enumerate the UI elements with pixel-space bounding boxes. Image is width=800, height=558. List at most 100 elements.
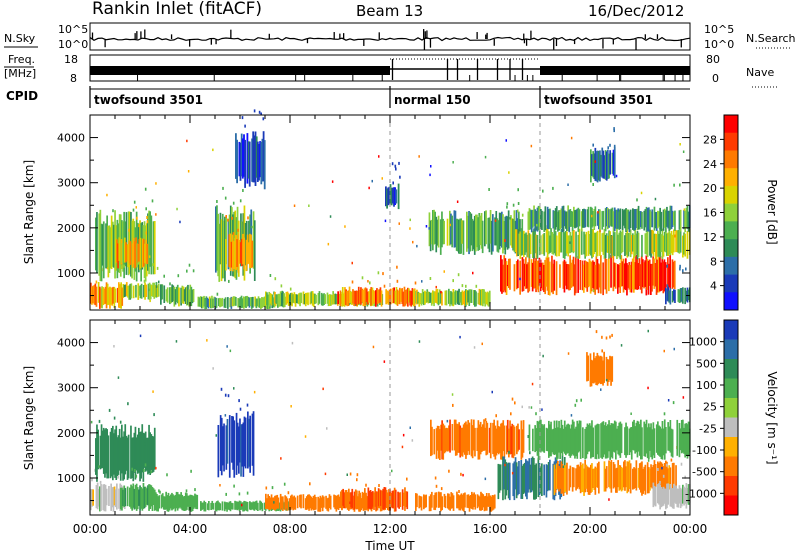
- data-cell: [587, 355, 589, 381]
- data-cell: [221, 213, 224, 279]
- data-cell: [601, 356, 603, 384]
- data-cell: [164, 496, 166, 510]
- data-cell: [155, 492, 157, 510]
- data-cell: [619, 230, 622, 260]
- data-cell: [115, 238, 117, 264]
- scatter-cell: [262, 117, 265, 121]
- data-cell: [678, 485, 681, 504]
- data-cell: [507, 210, 510, 249]
- data-cell: [450, 492, 453, 509]
- data-cell: [623, 210, 625, 226]
- data-cell: [234, 500, 236, 510]
- scatter-cell: [365, 483, 367, 487]
- data-cell: [603, 461, 606, 492]
- data-cell: [310, 496, 313, 511]
- data-cell: [550, 421, 552, 457]
- data-cell: [449, 210, 451, 246]
- data-cell: [506, 419, 509, 453]
- data-cell: [611, 235, 614, 259]
- data-cell: [120, 239, 123, 265]
- data-cell: [531, 262, 534, 292]
- data-cell: [328, 294, 331, 306]
- date-label: 16/Dec/2012: [588, 2, 684, 20]
- data-cell: [197, 296, 200, 307]
- scatter-cell: [95, 280, 98, 284]
- data-cell: [334, 495, 336, 510]
- data-cell: [239, 242, 242, 264]
- data-cell: [201, 502, 203, 510]
- noise-cell: [324, 472, 327, 476]
- data-cell: [660, 234, 663, 252]
- noise-cell: [509, 217, 512, 220]
- data-cell: [478, 213, 481, 251]
- data-cell: [474, 494, 477, 510]
- scatter-cell: [258, 110, 261, 114]
- data-cell: [236, 239, 239, 267]
- data-cell: [257, 296, 260, 308]
- data-cell: [256, 298, 259, 307]
- data-cell: [92, 285, 94, 304]
- scatter-cell: [609, 143, 611, 147]
- data-cell: [506, 216, 509, 250]
- scatter-cell: [237, 228, 239, 232]
- data-cell: [572, 256, 575, 287]
- data-cell: [95, 485, 98, 509]
- noise-cell: [530, 144, 533, 148]
- noise-cell: [391, 469, 393, 473]
- data-cell: [378, 489, 381, 507]
- data-cell: [643, 421, 646, 457]
- data-cell: [626, 263, 628, 296]
- data-cell: [652, 482, 655, 508]
- data-cell: [540, 419, 542, 453]
- data-cell: [446, 218, 449, 246]
- data-cell: [539, 259, 542, 292]
- data-cell: [397, 491, 399, 508]
- nsky-tick-top: 10^5: [58, 23, 88, 36]
- data-cell: [502, 214, 504, 254]
- data-cell: [420, 496, 423, 511]
- scatter-cell: [145, 263, 147, 267]
- data-cell: [515, 229, 517, 253]
- data-cell: [129, 241, 132, 265]
- data-cell: [529, 209, 532, 230]
- data-cell: [409, 290, 411, 306]
- data-cell: [592, 260, 594, 288]
- data-cell: [613, 420, 616, 453]
- data-cell: [174, 289, 177, 305]
- data-cell: [602, 150, 605, 179]
- data-cell: [404, 487, 406, 511]
- data-cell: [359, 492, 362, 509]
- data-cell: [334, 293, 337, 305]
- data-cell: [109, 286, 111, 309]
- data-cell: [503, 425, 506, 459]
- data-cell: [315, 294, 317, 304]
- data-cell: [247, 242, 250, 264]
- data-cell: [673, 289, 675, 301]
- data-cell: [617, 460, 619, 488]
- data-cell: [440, 492, 442, 512]
- data-cell: [135, 483, 138, 511]
- colorbar-swatch: [724, 203, 738, 222]
- data-cell: [100, 424, 103, 469]
- data-cell: [629, 229, 632, 258]
- data-cell: [571, 467, 574, 492]
- data-cell: [557, 460, 559, 489]
- data-cell: [594, 466, 597, 495]
- data-cell: [501, 259, 503, 294]
- scatter-cell: [146, 220, 149, 224]
- data-cell: [645, 255, 648, 296]
- scatter-cell: [119, 420, 122, 424]
- data-cell: [291, 292, 293, 307]
- data-cell: [259, 500, 261, 511]
- data-cell: [488, 427, 491, 453]
- data-cell: [483, 289, 485, 304]
- data-cell: [569, 465, 572, 488]
- nsky-trace: [89, 29, 691, 50]
- data-cell: [658, 233, 660, 257]
- data-cell: [277, 497, 280, 509]
- data-cell: [516, 229, 518, 257]
- data-cell: [417, 291, 419, 304]
- data-cell: [451, 215, 453, 248]
- noise-cell: [155, 182, 157, 185]
- data-cell: [179, 494, 181, 508]
